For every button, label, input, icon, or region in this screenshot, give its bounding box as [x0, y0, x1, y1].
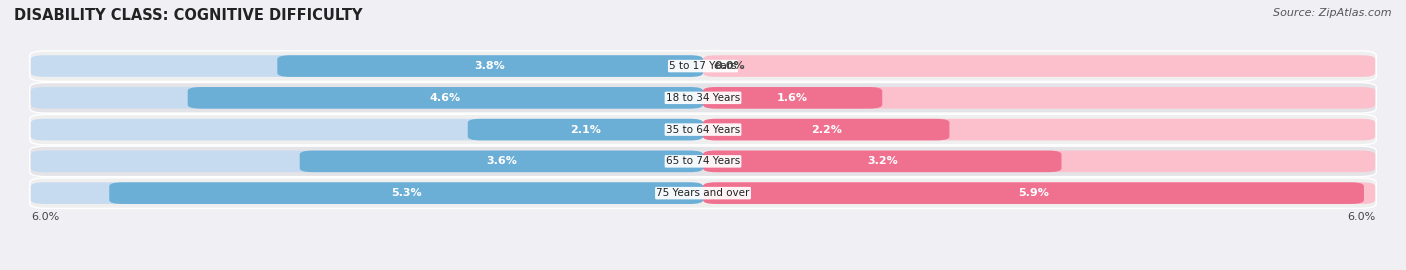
FancyBboxPatch shape	[299, 151, 703, 172]
FancyBboxPatch shape	[703, 87, 882, 109]
Text: 3.6%: 3.6%	[486, 156, 517, 166]
FancyBboxPatch shape	[703, 182, 1364, 204]
FancyBboxPatch shape	[703, 119, 1375, 140]
Text: 65 to 74 Years: 65 to 74 Years	[666, 156, 740, 166]
FancyBboxPatch shape	[31, 182, 703, 204]
Text: 5.9%: 5.9%	[1018, 188, 1049, 198]
FancyBboxPatch shape	[187, 87, 703, 109]
Text: 4.6%: 4.6%	[430, 93, 461, 103]
Text: 18 to 34 Years: 18 to 34 Years	[666, 93, 740, 103]
Text: DISABILITY CLASS: COGNITIVE DIFFICULTY: DISABILITY CLASS: COGNITIVE DIFFICULTY	[14, 8, 363, 23]
Text: 3.8%: 3.8%	[475, 61, 506, 71]
FancyBboxPatch shape	[30, 146, 1376, 177]
FancyBboxPatch shape	[703, 55, 1375, 77]
FancyBboxPatch shape	[31, 55, 703, 77]
Text: 75 Years and over: 75 Years and over	[657, 188, 749, 198]
Text: 5.3%: 5.3%	[391, 188, 422, 198]
FancyBboxPatch shape	[703, 119, 949, 140]
FancyBboxPatch shape	[703, 87, 1375, 109]
FancyBboxPatch shape	[30, 51, 1376, 81]
FancyBboxPatch shape	[31, 151, 703, 172]
FancyBboxPatch shape	[30, 178, 1376, 208]
Legend: Male, Female: Male, Female	[631, 266, 775, 270]
Text: 1.6%: 1.6%	[778, 93, 808, 103]
Text: 2.1%: 2.1%	[569, 124, 600, 135]
FancyBboxPatch shape	[703, 182, 1375, 204]
FancyBboxPatch shape	[703, 151, 1062, 172]
Text: 2.2%: 2.2%	[811, 124, 842, 135]
Text: 5 to 17 Years: 5 to 17 Years	[669, 61, 737, 71]
Text: 35 to 64 Years: 35 to 64 Years	[666, 124, 740, 135]
FancyBboxPatch shape	[277, 55, 703, 77]
FancyBboxPatch shape	[110, 182, 703, 204]
FancyBboxPatch shape	[703, 151, 1375, 172]
Text: 0.0%: 0.0%	[714, 61, 745, 71]
Text: 6.0%: 6.0%	[31, 212, 59, 222]
FancyBboxPatch shape	[468, 119, 703, 140]
Text: 6.0%: 6.0%	[1347, 212, 1375, 222]
FancyBboxPatch shape	[31, 87, 703, 109]
Text: 3.2%: 3.2%	[868, 156, 897, 166]
FancyBboxPatch shape	[31, 119, 703, 140]
FancyBboxPatch shape	[30, 114, 1376, 145]
FancyBboxPatch shape	[30, 83, 1376, 113]
Text: Source: ZipAtlas.com: Source: ZipAtlas.com	[1274, 8, 1392, 18]
